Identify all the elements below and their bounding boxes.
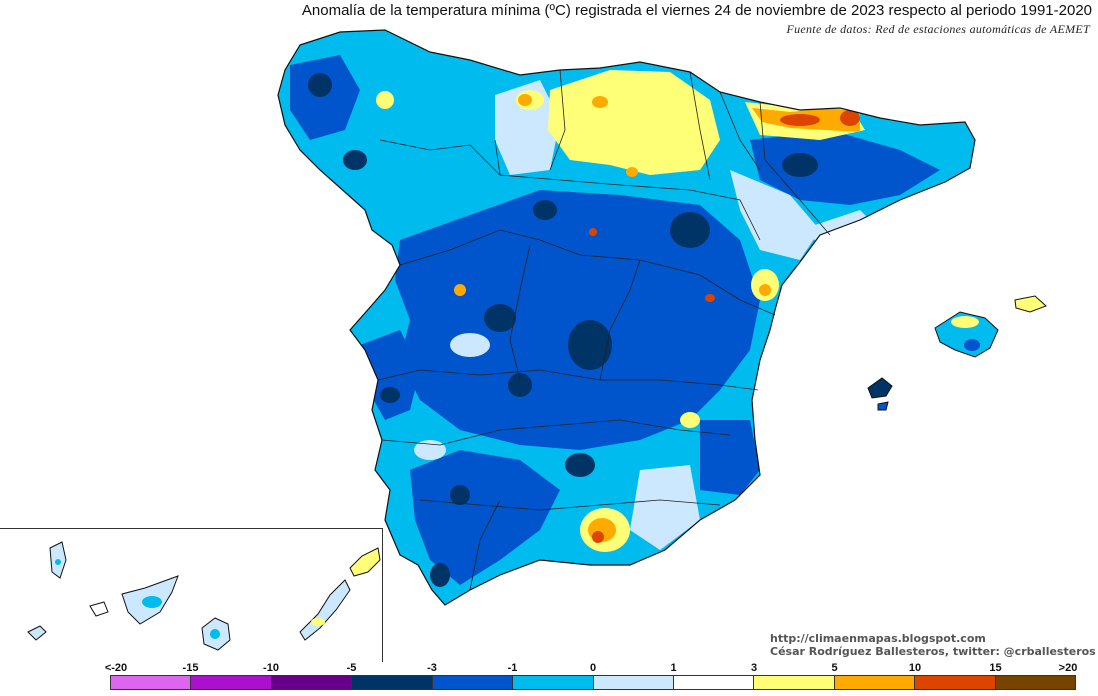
la-palma-spot <box>55 559 61 565</box>
cold-zone-galicia <box>290 55 360 140</box>
warm-zone-castilla-north <box>548 70 720 175</box>
credits-author: César Rodríguez Ballesteros, twitter: @c… <box>770 645 1096 658</box>
hot-spot <box>454 284 466 296</box>
legend-label: 5 <box>831 662 838 674</box>
hot-spot <box>780 114 820 126</box>
hot-spot <box>626 167 638 177</box>
mallorca <box>934 311 999 358</box>
legend-label: -10 <box>263 662 279 674</box>
credits-url: http://climaenmapas.blogspot.com <box>770 632 986 645</box>
mallorca-warm-spot <box>951 316 979 328</box>
color-legend: <-20 -15 -10 -5 -3 -1 0 1 3 5 10 15 >20 <box>105 662 1078 692</box>
pale-zone <box>450 333 490 357</box>
legend-label: >20 <box>1058 662 1078 674</box>
peninsula <box>277 29 976 606</box>
legend-swatch <box>834 676 916 689</box>
canary-inset-frame <box>0 528 383 662</box>
very-cold-core <box>308 73 332 97</box>
region-borders <box>377 69 831 591</box>
legend-label: 15 <box>989 662 1002 674</box>
legend-labels: <-20 -15 -10 -5 -3 -1 0 1 3 5 10 15 >20 <box>105 662 1078 674</box>
very-cold-core <box>782 153 818 177</box>
legend-label: 1 <box>670 662 677 674</box>
cold-zone-center <box>395 190 760 450</box>
very-cold-core <box>565 453 595 477</box>
menorca <box>1014 295 1047 313</box>
very-cold-core <box>484 304 516 332</box>
mallorca-cold-spot <box>964 339 980 351</box>
very-cold-core <box>670 212 710 248</box>
cold-zone-northeast <box>750 130 940 205</box>
hot-spot <box>759 284 771 296</box>
legend-swatch <box>111 676 192 689</box>
legend-label: <-20 <box>104 662 128 674</box>
very-cold-core <box>450 485 470 505</box>
legend-swatch <box>432 676 514 689</box>
legend-swatch <box>673 676 755 689</box>
legend-label: 10 <box>908 662 922 674</box>
hot-spot <box>705 294 715 302</box>
legend-swatch <box>352 676 433 689</box>
legend-label: -15 <box>182 662 199 674</box>
la-gomera <box>89 601 109 617</box>
hot-spot <box>840 110 860 126</box>
canary-islands <box>27 541 381 651</box>
very-cold-core <box>343 150 367 170</box>
fuerteventura <box>299 579 351 641</box>
pale-zone-south <box>630 465 700 550</box>
very-cold-core <box>430 563 450 587</box>
legend-swatch <box>191 676 272 689</box>
data-source: Fuente de datos: Red de estaciones autom… <box>786 22 1090 36</box>
gran-canaria-spot <box>210 629 220 639</box>
hot-spot <box>592 96 608 108</box>
legend-swatch <box>754 676 835 689</box>
legend-swatch <box>915 676 996 689</box>
map-title: Anomalía de la temperatura mínima (ºC) r… <box>301 2 1092 19</box>
balearic-islands <box>867 295 1047 411</box>
lanzarote <box>349 547 381 577</box>
hot-spot <box>592 531 604 543</box>
el-hierro <box>27 625 47 641</box>
legend-swatch <box>271 676 353 689</box>
very-cold-core <box>533 200 557 220</box>
legend-swatch <box>995 676 1076 689</box>
fuerteventura-warm-spot <box>311 618 325 626</box>
legend-color-bar <box>110 675 1076 690</box>
pale-zone-north <box>495 80 560 175</box>
peninsula-outline <box>277 29 976 606</box>
legend-label: -1 <box>507 662 518 674</box>
formentera <box>877 401 889 411</box>
legend-label: 0 <box>589 662 597 674</box>
ibiza <box>867 377 893 399</box>
credits: http://climaenmapas.blogspot.com César R… <box>770 632 1096 658</box>
cold-zone-south <box>410 450 560 585</box>
tenerife-cold-spot <box>142 596 162 608</box>
very-cold-core <box>380 387 400 403</box>
warm-zone <box>680 412 700 428</box>
pale-zone-ebro <box>730 170 820 260</box>
temperature-anomaly-map <box>27 29 1047 651</box>
cold-zone-east <box>700 420 760 495</box>
very-cold-core <box>508 373 532 397</box>
very-cold-core <box>568 320 612 370</box>
legend-label: 3 <box>750 662 758 674</box>
legend-label: -5 <box>346 662 357 674</box>
hot-spot <box>518 94 532 106</box>
legend-swatch <box>513 676 594 689</box>
legend-label: -3 <box>427 662 437 674</box>
warm-zone <box>376 91 394 109</box>
legend-swatch <box>593 676 674 689</box>
hot-spot <box>589 228 597 236</box>
